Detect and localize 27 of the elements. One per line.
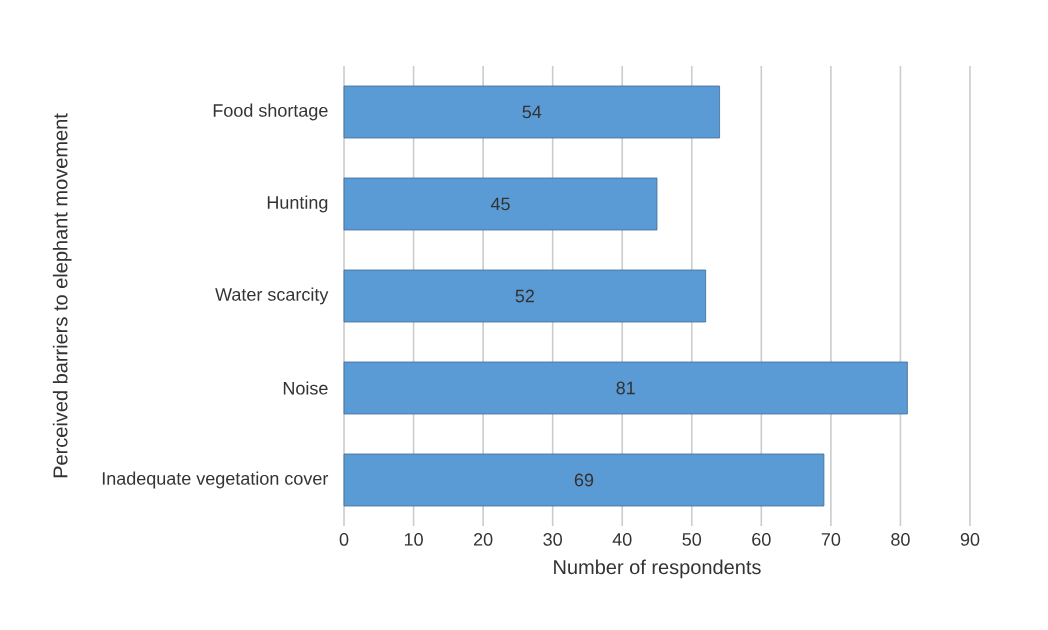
data-label: 81 [616,381,635,395]
x-tick-label: 80 [891,533,910,546]
bar [343,361,908,415]
bar [343,269,707,323]
x-axis-title: Number of respondents [554,559,761,579]
x-tick-label: 20 [474,533,493,546]
bar [343,177,658,231]
x-tick-label: 50 [682,533,702,546]
x-tick-label: 40 [612,533,632,546]
y-axis-title: Perceived barriers to elephant movement [52,113,72,478]
x-tick-label: 0 [339,533,349,546]
bar [343,453,825,507]
x-tick-label: 70 [821,533,841,546]
y-tick-label: Water scarcity [215,287,329,305]
x-tick-label: 30 [543,533,562,546]
data-label: 69 [574,473,594,487]
y-tick-label: Noise [283,381,328,395]
x-tick-label: 60 [752,533,771,546]
x-tick-label: 10 [404,533,423,546]
data-label: 54 [522,105,542,119]
x-tick-label: 90 [960,533,980,546]
y-tick-label: Hunting [267,195,328,213]
data-label: 52 [515,289,534,303]
y-tick-label: Inadequate vegetation cover [102,471,329,489]
y-tick-label: Food shortage [213,103,328,121]
bar [343,85,720,139]
data-label: 45 [490,197,510,211]
